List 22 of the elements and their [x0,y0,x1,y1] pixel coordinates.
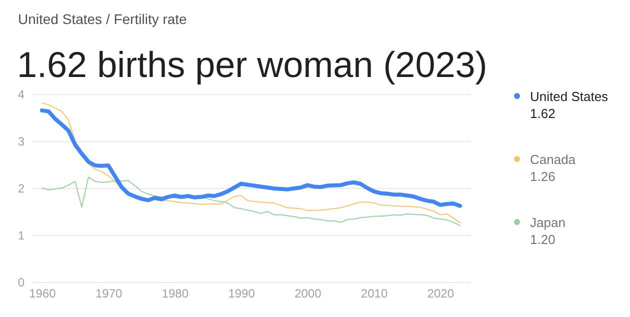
x-tick-label: 2000 [294,286,322,300]
y-tick-label: 2 [18,182,25,196]
y-tick-label: 3 [18,134,25,148]
chart-title: 1.62 births per woman (2023) [17,44,488,86]
x-tick-label: 2010 [360,286,388,300]
x-tick-label: 2020 [427,286,454,300]
x-tick-label: 1970 [95,286,122,300]
y-tick-label: 0 [18,276,25,290]
legend-label: United States [530,88,608,105]
chart-subtitle: United States / Fertility rate [18,11,187,27]
y-tick-label: 1 [18,228,25,242]
x-tick-label: 1980 [162,286,189,300]
x-tick-label: 1990 [228,286,256,300]
legend-label: Canada [530,151,577,168]
line-series [40,108,462,208]
x-tick-label: 1960 [29,286,56,300]
text: 1.20 [530,231,556,248]
y-tick-label: 4 [18,88,25,102]
text: 1.26 [530,168,556,185]
line-series [41,176,461,226]
legend-label: Japan [530,214,566,231]
text: 1.62 [530,105,556,122]
